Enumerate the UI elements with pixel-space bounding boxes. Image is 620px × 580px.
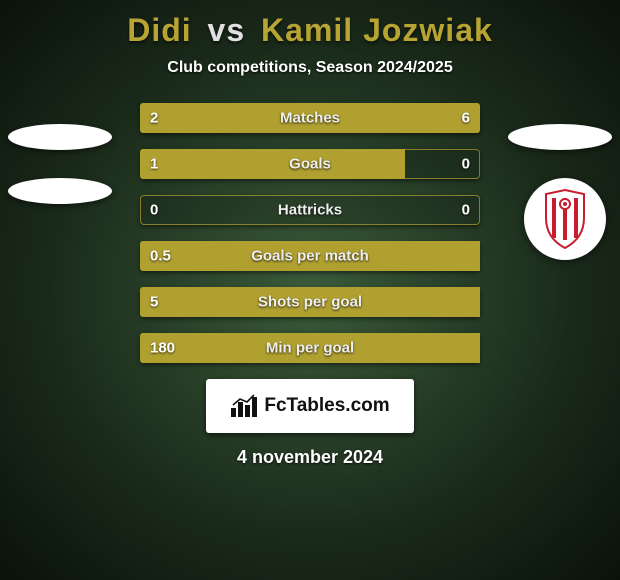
stat-label: Shots per goal	[258, 294, 362, 311]
stat-row-goals-per-match: 0.5 Goals per match	[140, 241, 480, 271]
stat-row-goals: 1 0 Goals	[140, 149, 480, 179]
stat-label: Hattricks	[278, 202, 342, 219]
fctables-text: FcTables.com	[264, 395, 389, 417]
value-left: 2	[150, 110, 158, 127]
value-left: 180	[150, 340, 175, 357]
bar-chart-icon	[230, 394, 258, 418]
stat-row-matches: 2 6 Matches	[140, 103, 480, 133]
comparison-title: Didi vs Kamil Jozwiak	[0, 12, 620, 49]
vs-text: vs	[208, 12, 246, 48]
value-left: 1	[150, 156, 158, 173]
stat-row-shots-per-goal: 5 Shots per goal	[140, 287, 480, 317]
stat-row-hattricks: 0 0 Hattricks	[140, 195, 480, 225]
value-left: 0	[150, 202, 158, 219]
stat-row-min-per-goal: 180 Min per goal	[140, 333, 480, 363]
stat-label: Goals	[289, 156, 331, 173]
stat-label: Goals per match	[251, 248, 369, 265]
stat-label: Matches	[280, 110, 340, 127]
stats-bars: 2 6 Matches 1 0 Goals 0 0 Hattricks 0.5 Goals per …	[140, 103, 480, 363]
subtitle: Club competitions, Season 2024/2025	[0, 59, 620, 77]
value-left: 5	[150, 294, 158, 311]
value-left: 0.5	[150, 248, 171, 265]
badge-left-2	[8, 178, 112, 204]
badge-left-1	[8, 124, 112, 150]
player2-name: Kamil Jozwiak	[261, 12, 493, 48]
player1-name: Didi	[127, 12, 191, 48]
fill-left	[140, 149, 405, 179]
fill-right	[225, 103, 480, 133]
value-right: 6	[462, 110, 470, 127]
fctables-badge: FcTables.com	[206, 379, 414, 433]
stat-label: Min per goal	[266, 340, 354, 357]
value-right: 0	[462, 156, 470, 173]
footer-date: 4 november 2024	[0, 447, 620, 468]
club-shield-right	[524, 178, 606, 260]
value-right: 0	[462, 202, 470, 219]
badge-right-1	[508, 124, 612, 150]
